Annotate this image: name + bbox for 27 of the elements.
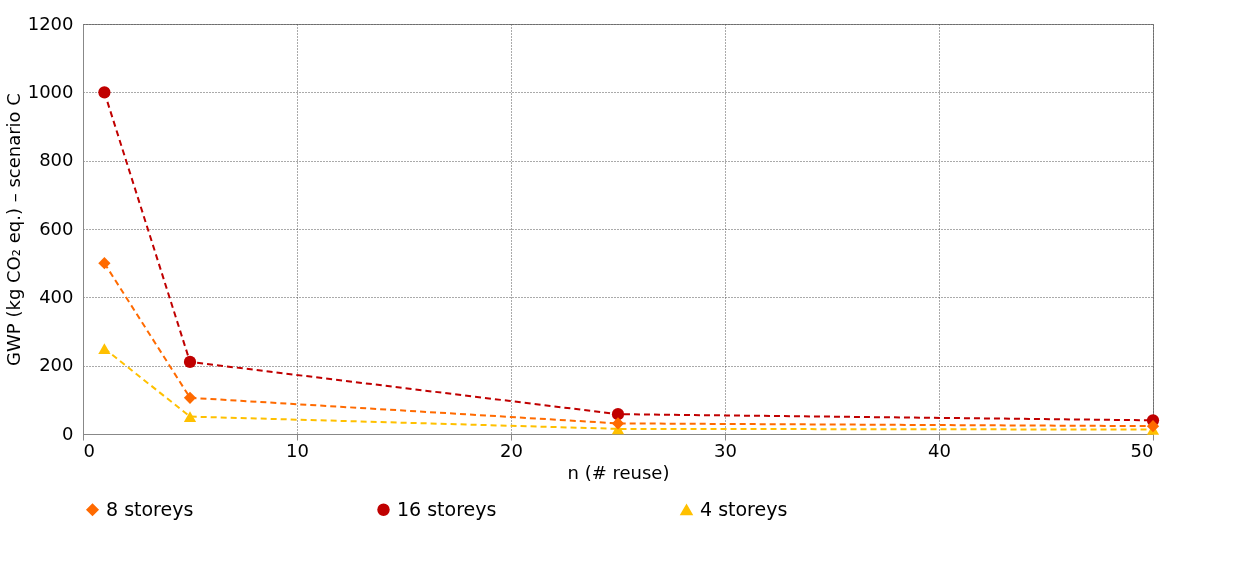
point <box>183 411 197 422</box>
y-tick-label: 1000 <box>27 80 74 102</box>
point <box>611 417 625 430</box>
x-tick-label: 50 <box>1130 439 1154 461</box>
y-tick-label: 1200 <box>27 12 74 34</box>
legend-label: 8 storeys <box>106 497 194 520</box>
x-tick-label: 40 <box>928 439 951 461</box>
x-tick-label: 10 <box>286 439 309 461</box>
point <box>183 391 197 404</box>
y-tick-label: 200 <box>39 354 74 376</box>
y-tick-label: 0 <box>62 422 74 444</box>
point <box>1146 420 1160 433</box>
point <box>98 257 111 270</box>
point <box>98 343 111 354</box>
y-tick-label: 800 <box>39 149 74 171</box>
point <box>183 355 197 369</box>
y-tick-label: 600 <box>39 217 74 239</box>
x-tick-label: 20 <box>500 439 523 461</box>
point <box>98 86 111 99</box>
x-tick-label: 0 <box>83 439 95 461</box>
y-tick-label: 400 <box>39 285 74 307</box>
legend-label: 16 storeys <box>397 497 497 520</box>
x-axis-title: n (# reuse) <box>567 461 670 483</box>
legend-label: 4 storeys <box>700 497 788 520</box>
point <box>611 408 625 421</box>
x-tick-label: 30 <box>714 439 737 461</box>
y-axis-title: GWP (kg CO₂ eq.) – scenario C <box>2 93 24 366</box>
